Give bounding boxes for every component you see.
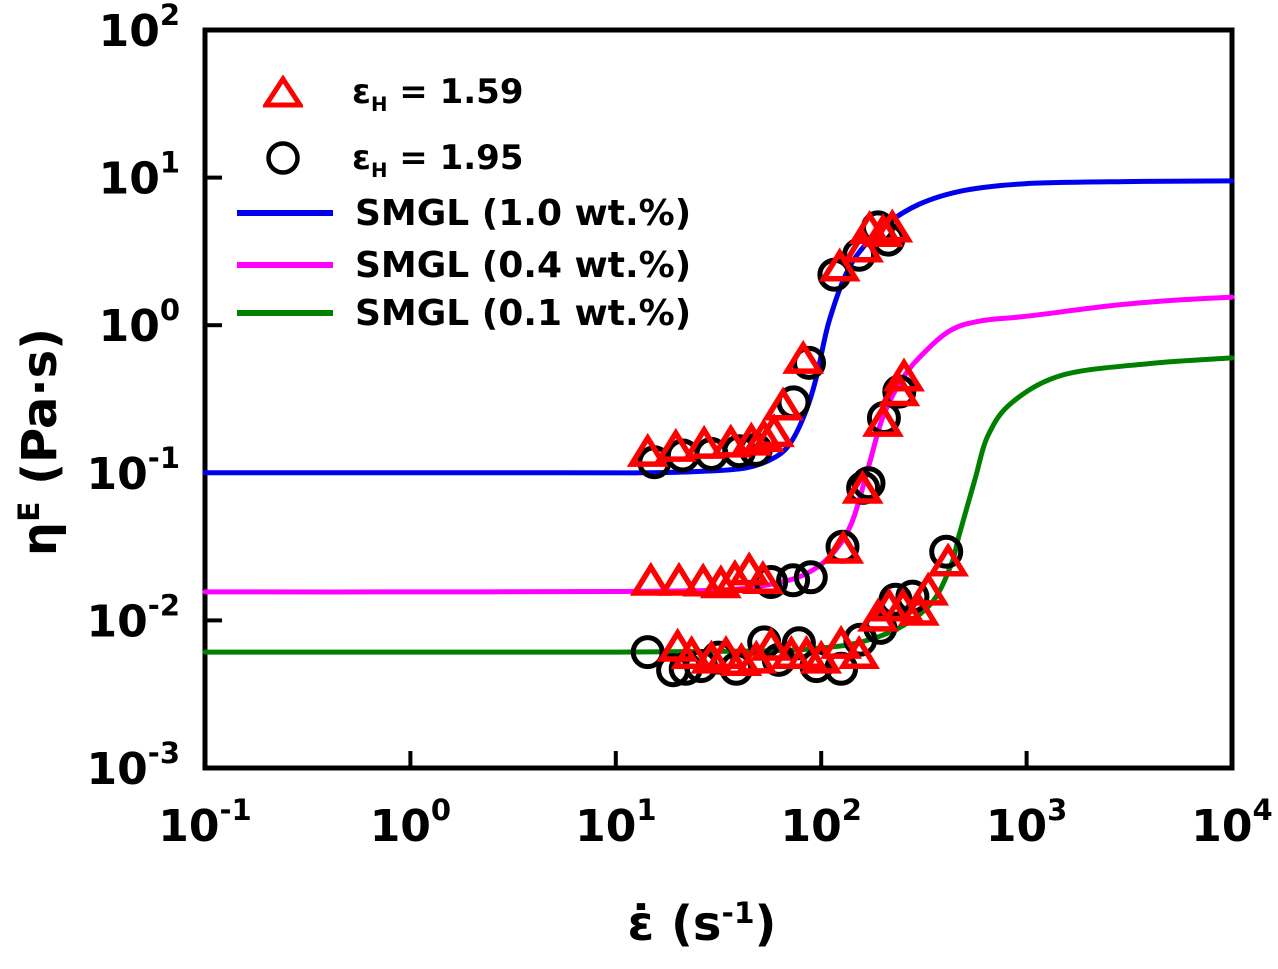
y-axis-label: ηE (Pa·s) bbox=[12, 328, 68, 556]
data-point-triangle bbox=[742, 418, 785, 453]
plot-frame bbox=[202, 27, 1235, 771]
data-point-triangle bbox=[907, 571, 950, 606]
data-point-triangle bbox=[862, 402, 904, 437]
data-point-triangle bbox=[709, 423, 752, 458]
data-point-triangle bbox=[705, 635, 747, 670]
x-axis-label: ε̇ (s-1) bbox=[628, 896, 777, 952]
data-point-triangle bbox=[782, 339, 825, 374]
y-axis-symbol: η bbox=[12, 521, 68, 557]
data-point-triangle bbox=[683, 424, 726, 459]
data-point-triangle bbox=[670, 635, 713, 670]
data-point-triangle bbox=[820, 624, 863, 659]
x-axis-superscript: -1 bbox=[721, 896, 755, 931]
data-point-circle bbox=[851, 466, 886, 501]
data-point-triangle bbox=[750, 626, 793, 661]
data-point-triangle bbox=[762, 386, 804, 421]
data-point-triangle bbox=[841, 469, 884, 504]
x-tick-label: 103 bbox=[986, 793, 1067, 852]
y-tick-label: 100 bbox=[99, 293, 180, 352]
model-curve bbox=[202, 178, 1235, 476]
data-point-triangle bbox=[822, 529, 865, 564]
data-point-triangle bbox=[753, 413, 795, 448]
data-point-triangle bbox=[818, 247, 861, 282]
y-tick-label: 10-1 bbox=[87, 441, 180, 500]
data-point-triangle bbox=[654, 427, 697, 462]
model-curve bbox=[202, 355, 1235, 655]
x-tick-label: 101 bbox=[575, 793, 656, 852]
data-point-circle bbox=[929, 534, 964, 569]
data-point-circle bbox=[630, 635, 665, 670]
data-point-triangle bbox=[629, 561, 672, 596]
data-point-triangle bbox=[871, 208, 914, 243]
data-point-triangle bbox=[862, 212, 904, 247]
x-axis-unit-open: (s bbox=[654, 896, 722, 952]
x-tick-label: 10-1 bbox=[158, 793, 251, 852]
y-tick-label: 101 bbox=[99, 146, 180, 205]
data-point-circle bbox=[793, 560, 828, 595]
x-tick-label: 102 bbox=[780, 793, 861, 852]
y-axis-unit: (Pa·s) bbox=[12, 327, 68, 502]
x-axis-symbol: ε̇ bbox=[627, 896, 655, 952]
data-point-triangle bbox=[883, 357, 925, 392]
data-point-triangle bbox=[699, 564, 742, 599]
data-point-triangle bbox=[690, 639, 733, 674]
y-tick-label: 10-2 bbox=[87, 588, 180, 647]
x-tick-label: 104 bbox=[1191, 793, 1272, 852]
y-axis-superscript: E bbox=[12, 501, 47, 522]
y-tick-label: 10-3 bbox=[87, 736, 180, 795]
data-point-triangle bbox=[713, 559, 756, 594]
y-tick-label: 102 bbox=[99, 0, 180, 57]
data-point-triangle bbox=[741, 560, 784, 595]
x-axis-unit-close: ) bbox=[754, 896, 777, 952]
data-point-triangle bbox=[927, 542, 970, 577]
x-tick-label: 100 bbox=[370, 793, 451, 852]
data-point-triangle bbox=[658, 561, 700, 596]
data-point-triangle bbox=[838, 635, 881, 670]
data-point-circle bbox=[776, 563, 811, 598]
data-point-triangle bbox=[897, 591, 940, 626]
data-point-triangle bbox=[626, 432, 669, 467]
